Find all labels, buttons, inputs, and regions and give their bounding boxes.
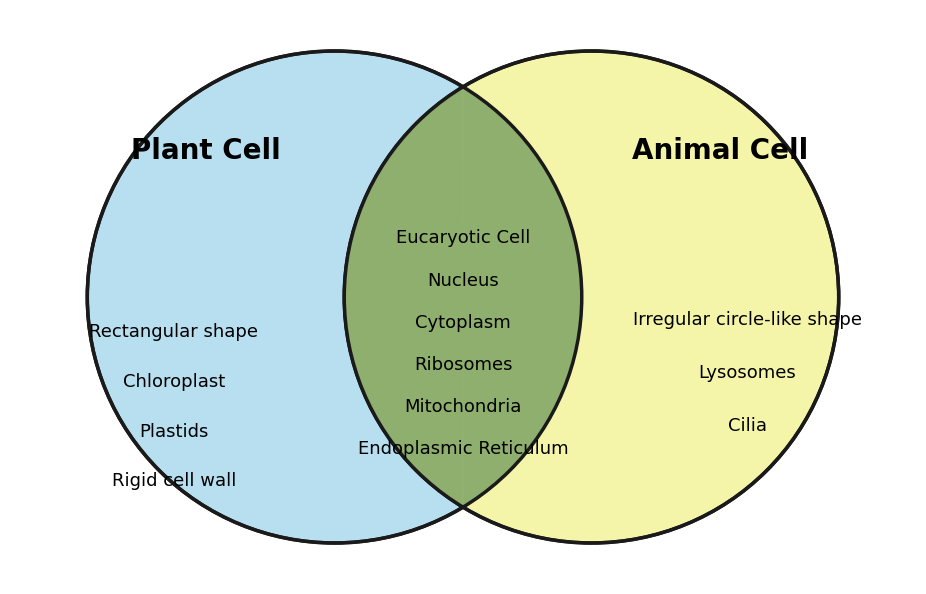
Polygon shape xyxy=(344,87,582,507)
Text: Plastids: Plastids xyxy=(139,423,208,441)
Text: Rectangular shape: Rectangular shape xyxy=(90,323,258,341)
Ellipse shape xyxy=(344,51,839,543)
Text: Plant Cell: Plant Cell xyxy=(131,137,281,165)
Text: Mitochondria: Mitochondria xyxy=(405,398,521,416)
Text: Lysosomes: Lysosomes xyxy=(698,364,796,382)
Text: Irregular circle-like shape: Irregular circle-like shape xyxy=(633,311,862,330)
Text: Ribosomes: Ribosomes xyxy=(414,356,512,374)
Text: Eucaryotic Cell: Eucaryotic Cell xyxy=(395,229,531,248)
Text: Endoplasmic Reticulum: Endoplasmic Reticulum xyxy=(357,440,569,459)
Text: Animal Cell: Animal Cell xyxy=(632,137,808,165)
Text: Rigid cell wall: Rigid cell wall xyxy=(112,472,236,491)
Text: Cilia: Cilia xyxy=(728,417,767,435)
Text: Chloroplast: Chloroplast xyxy=(123,373,225,391)
Text: Nucleus: Nucleus xyxy=(427,271,499,290)
Text: Cytoplasm: Cytoplasm xyxy=(415,314,511,332)
Ellipse shape xyxy=(87,51,582,543)
